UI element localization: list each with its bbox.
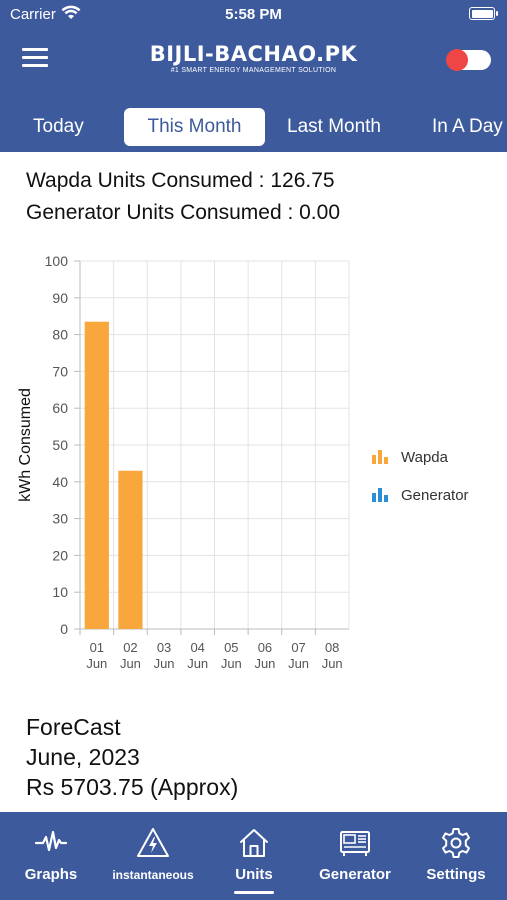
pulse-icon	[34, 830, 68, 852]
legend-item-wapda: Wapda	[372, 449, 449, 466]
forecast-section: ForeCast June, 2023 Rs 5703.75 (Approx)	[26, 712, 238, 802]
tab-last-month[interactable]: Last Month	[287, 116, 381, 137]
x-tick-label-day: 08	[325, 640, 339, 655]
y-tick-label: 10	[52, 584, 68, 600]
toggle-knob	[446, 49, 468, 71]
nav-units[interactable]: Units	[204, 826, 304, 883]
units-summary: Wapda Units Consumed : 126.75 Generator …	[26, 165, 340, 229]
hamburger-line-icon	[22, 64, 48, 67]
legend-label: Wapda	[401, 449, 449, 466]
forecast-period: June, 2023	[26, 744, 140, 770]
battery-icon	[469, 7, 498, 20]
forecast-title: ForeCast	[26, 714, 121, 740]
x-tick-label-day: 05	[224, 640, 238, 655]
generator-units-text: Generator Units Consumed : 0.00	[26, 201, 340, 224]
y-tick-label: 30	[52, 511, 68, 527]
nav-settings-label: Settings	[426, 866, 486, 883]
legend-bar-icon	[378, 450, 382, 464]
units-bar-chart: 010203040506070809010001Jun02Jun03Jun04J…	[17, 253, 469, 671]
y-tick-label: 100	[45, 253, 69, 269]
x-tick-label-day: 04	[190, 640, 204, 655]
legend-label: Generator	[401, 487, 469, 504]
lightning-icon	[137, 828, 169, 857]
bar-wapda	[84, 321, 109, 629]
y-axis-label: kWh Consumed	[17, 388, 34, 502]
legend-item-generator: Generator	[372, 487, 469, 504]
tab-in-a-day[interactable]: In A Day	[432, 116, 503, 137]
nav-instantaneous[interactable]: instantaneous	[103, 826, 203, 882]
legend-bar-icon	[384, 495, 388, 502]
wifi-icon	[61, 5, 81, 19]
y-tick-label: 40	[52, 474, 68, 490]
tab-today[interactable]: Today	[33, 116, 84, 137]
gear-icon	[442, 828, 470, 858]
legend-bar-icon	[378, 488, 382, 502]
y-tick-label: 50	[52, 437, 68, 453]
forecast-amount: Rs 5703.75 (Approx)	[26, 774, 239, 800]
y-tick-label: 60	[52, 400, 68, 416]
nav-graphs[interactable]: Graphs	[1, 826, 101, 883]
hamburger-line-icon	[22, 48, 48, 51]
y-tick-label: 70	[52, 363, 68, 379]
x-tick-label-month: Jun	[254, 656, 275, 671]
legend-bar-icon	[384, 457, 388, 464]
x-tick-label-month: Jun	[221, 656, 242, 671]
x-tick-label-month: Jun	[322, 656, 343, 671]
generator-icon	[340, 831, 370, 856]
y-tick-label: 90	[52, 290, 68, 306]
y-tick-label: 20	[52, 547, 68, 563]
nav-graphs-label: Graphs	[24, 866, 78, 883]
tab-this-month[interactable]: This Month	[124, 108, 265, 146]
bar-wapda	[118, 470, 143, 629]
carrier-label: Carrier	[10, 6, 56, 23]
x-tick-label-month: Jun	[288, 656, 309, 671]
menu-button[interactable]	[22, 48, 48, 70]
legend-bar-icon	[372, 455, 376, 464]
y-tick-label: 0	[60, 621, 68, 637]
hamburger-line-icon	[22, 56, 48, 59]
x-tick-label-day: 06	[258, 640, 272, 655]
x-tick-label-month: Jun	[120, 656, 141, 671]
x-tick-label-month: Jun	[187, 656, 208, 671]
logo-title: BIJLI-BACHAO.PK	[149, 42, 358, 66]
legend-bar-icon	[372, 493, 376, 502]
period-tabs: Today This Month Last Month In A Day	[0, 108, 507, 146]
nav-generator[interactable]: Generator	[305, 826, 405, 883]
home-icon	[240, 829, 268, 857]
x-tick-label-month: Jun	[86, 656, 107, 671]
x-tick-label-day: 02	[123, 640, 137, 655]
wapda-units-text: Wapda Units Consumed : 126.75	[26, 169, 335, 192]
logo-tagline: #1 SMART ENERGY MANAGEMENT SOLUTION	[170, 67, 337, 74]
x-tick-label-day: 07	[291, 640, 305, 655]
x-tick-label-day: 01	[90, 640, 104, 655]
x-tick-label-day: 03	[157, 640, 171, 655]
app-logo: BIJLI-BACHAO.PK #1 SMART ENERGY MANAGEME…	[0, 42, 507, 74]
bottom-nav: Graphs instantaneous Units Generator	[0, 812, 507, 900]
active-tab-indicator	[234, 891, 274, 894]
app-header: Carrier 5:58 PM BIJLI-BACHAO.PK #1 SMART…	[0, 0, 507, 152]
nav-units-label: Units	[235, 866, 273, 883]
x-tick-label-month: Jun	[154, 656, 175, 671]
status-bar: Carrier 5:58 PM	[0, 0, 507, 30]
nav-generator-label: Generator	[319, 866, 391, 883]
status-time: 5:58 PM	[225, 6, 282, 23]
nav-settings[interactable]: Settings	[406, 826, 506, 883]
y-tick-label: 80	[52, 327, 68, 343]
power-toggle[interactable]	[446, 49, 491, 71]
nav-instantaneous-label: instantaneous	[112, 868, 194, 882]
